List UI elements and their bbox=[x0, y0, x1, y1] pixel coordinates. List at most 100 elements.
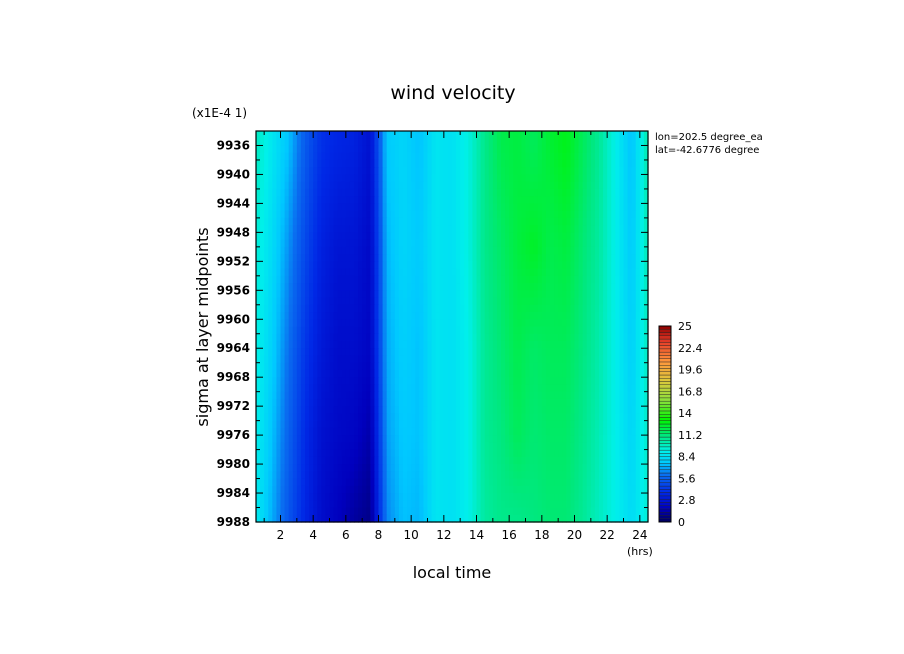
heatmap-cell bbox=[505, 442, 510, 451]
heatmap-cell bbox=[256, 355, 261, 364]
heatmap-cell bbox=[378, 239, 384, 248]
heatmap-cell bbox=[427, 159, 433, 168]
heatmap-cell bbox=[362, 246, 367, 255]
heatmap-cell bbox=[378, 478, 384, 487]
heatmap-cell bbox=[345, 456, 351, 465]
heatmap-cell bbox=[639, 413, 645, 422]
heatmap-cell bbox=[292, 319, 298, 328]
heatmap-cell bbox=[382, 449, 388, 458]
heatmap-cell bbox=[431, 500, 437, 509]
heatmap-cell bbox=[525, 138, 531, 147]
heatmap-cell bbox=[439, 435, 445, 443]
heatmap-cell bbox=[594, 196, 600, 205]
heatmap-cell bbox=[390, 471, 396, 480]
heatmap-cell bbox=[456, 290, 461, 299]
heatmap-cell bbox=[517, 427, 523, 436]
heatmap-cell bbox=[333, 217, 339, 226]
heatmap-cell bbox=[582, 167, 588, 176]
heatmap-cell bbox=[509, 312, 514, 320]
heatmap-cell bbox=[496, 456, 502, 465]
heatmap-cell bbox=[407, 478, 412, 487]
heatmap-cell bbox=[607, 406, 612, 414]
heatmap-cell bbox=[411, 152, 416, 161]
heatmap-cell bbox=[439, 239, 445, 248]
heatmap-cell bbox=[492, 493, 498, 501]
heatmap-cell bbox=[398, 261, 404, 270]
heatmap-cell bbox=[513, 493, 518, 501]
heatmap-cell bbox=[411, 297, 416, 306]
heatmap-cell bbox=[358, 369, 363, 378]
heatmap-cell bbox=[264, 232, 269, 241]
heatmap-cell bbox=[488, 391, 494, 400]
heatmap-cell bbox=[309, 456, 314, 465]
heatmap-cell bbox=[492, 377, 498, 386]
heatmap-cell bbox=[529, 145, 535, 154]
heatmap-cell bbox=[562, 406, 567, 414]
heatmap-cell bbox=[349, 145, 355, 154]
heatmap-cell bbox=[256, 297, 261, 306]
heatmap-cell bbox=[260, 297, 265, 306]
heatmap-cell bbox=[358, 398, 363, 407]
heatmap-cell bbox=[260, 254, 265, 262]
heatmap-cell bbox=[582, 377, 588, 386]
heatmap-cell bbox=[447, 493, 453, 501]
heatmap-cell bbox=[378, 188, 384, 197]
heatmap-cell bbox=[607, 254, 612, 262]
heatmap-cell bbox=[288, 297, 294, 306]
heatmap-cell bbox=[570, 456, 576, 465]
heatmap-cell bbox=[468, 500, 474, 509]
heatmap-cell bbox=[423, 471, 429, 480]
heatmap-cell bbox=[366, 464, 371, 472]
heatmap-cell bbox=[513, 290, 518, 299]
heatmap-cell bbox=[643, 210, 649, 219]
heatmap-cell bbox=[599, 333, 604, 342]
heatmap-cell bbox=[468, 275, 474, 284]
heatmap-cell bbox=[599, 319, 604, 328]
heatmap-cell bbox=[447, 239, 453, 248]
heatmap-cell bbox=[619, 377, 625, 386]
heatmap-cell bbox=[480, 442, 486, 451]
heatmap-cell bbox=[284, 261, 290, 270]
heatmap-cell bbox=[611, 210, 616, 219]
heatmap-cell bbox=[337, 413, 343, 422]
heatmap-cell bbox=[537, 333, 543, 342]
heatmap-cell bbox=[443, 196, 449, 205]
heatmap-cell bbox=[366, 138, 371, 147]
heatmap-cell bbox=[594, 355, 600, 364]
heatmap-cell bbox=[562, 493, 567, 501]
heatmap-cell bbox=[505, 326, 510, 335]
heatmap-cell bbox=[435, 225, 441, 233]
heatmap-cell bbox=[639, 138, 645, 147]
heatmap-cell bbox=[505, 145, 510, 154]
heatmap-cell bbox=[635, 217, 641, 226]
heatmap-cell bbox=[456, 485, 461, 494]
heatmap-cell bbox=[492, 500, 498, 509]
heatmap-cell bbox=[521, 348, 527, 357]
heatmap-cell bbox=[374, 167, 380, 176]
heatmap-cell bbox=[496, 217, 502, 226]
heatmap-cell bbox=[496, 319, 502, 328]
heatmap-cell bbox=[570, 413, 576, 422]
heatmap-cell bbox=[325, 420, 331, 429]
heatmap-cell bbox=[260, 304, 265, 313]
heatmap-cell bbox=[333, 188, 339, 197]
heatmap-cell bbox=[309, 131, 314, 139]
heatmap-cell bbox=[386, 254, 392, 262]
heatmap-cell bbox=[341, 275, 347, 284]
heatmap-cell bbox=[517, 290, 523, 299]
heatmap-cell bbox=[525, 391, 531, 400]
heatmap-cell bbox=[362, 420, 367, 429]
heatmap-cell bbox=[599, 261, 604, 270]
heatmap-cell bbox=[443, 283, 449, 291]
heatmap-cell bbox=[480, 181, 486, 190]
heatmap-cell bbox=[268, 464, 273, 472]
heatmap-cell bbox=[631, 485, 637, 494]
heatmap-cell bbox=[296, 188, 302, 197]
heatmap-cell bbox=[590, 456, 596, 465]
heatmap-cell bbox=[476, 203, 482, 212]
heatmap-cell bbox=[260, 369, 265, 378]
heatmap-cell bbox=[276, 355, 282, 364]
heatmap-cell bbox=[284, 500, 290, 509]
heatmap-cell bbox=[435, 326, 441, 335]
heatmap-cell bbox=[435, 319, 441, 328]
